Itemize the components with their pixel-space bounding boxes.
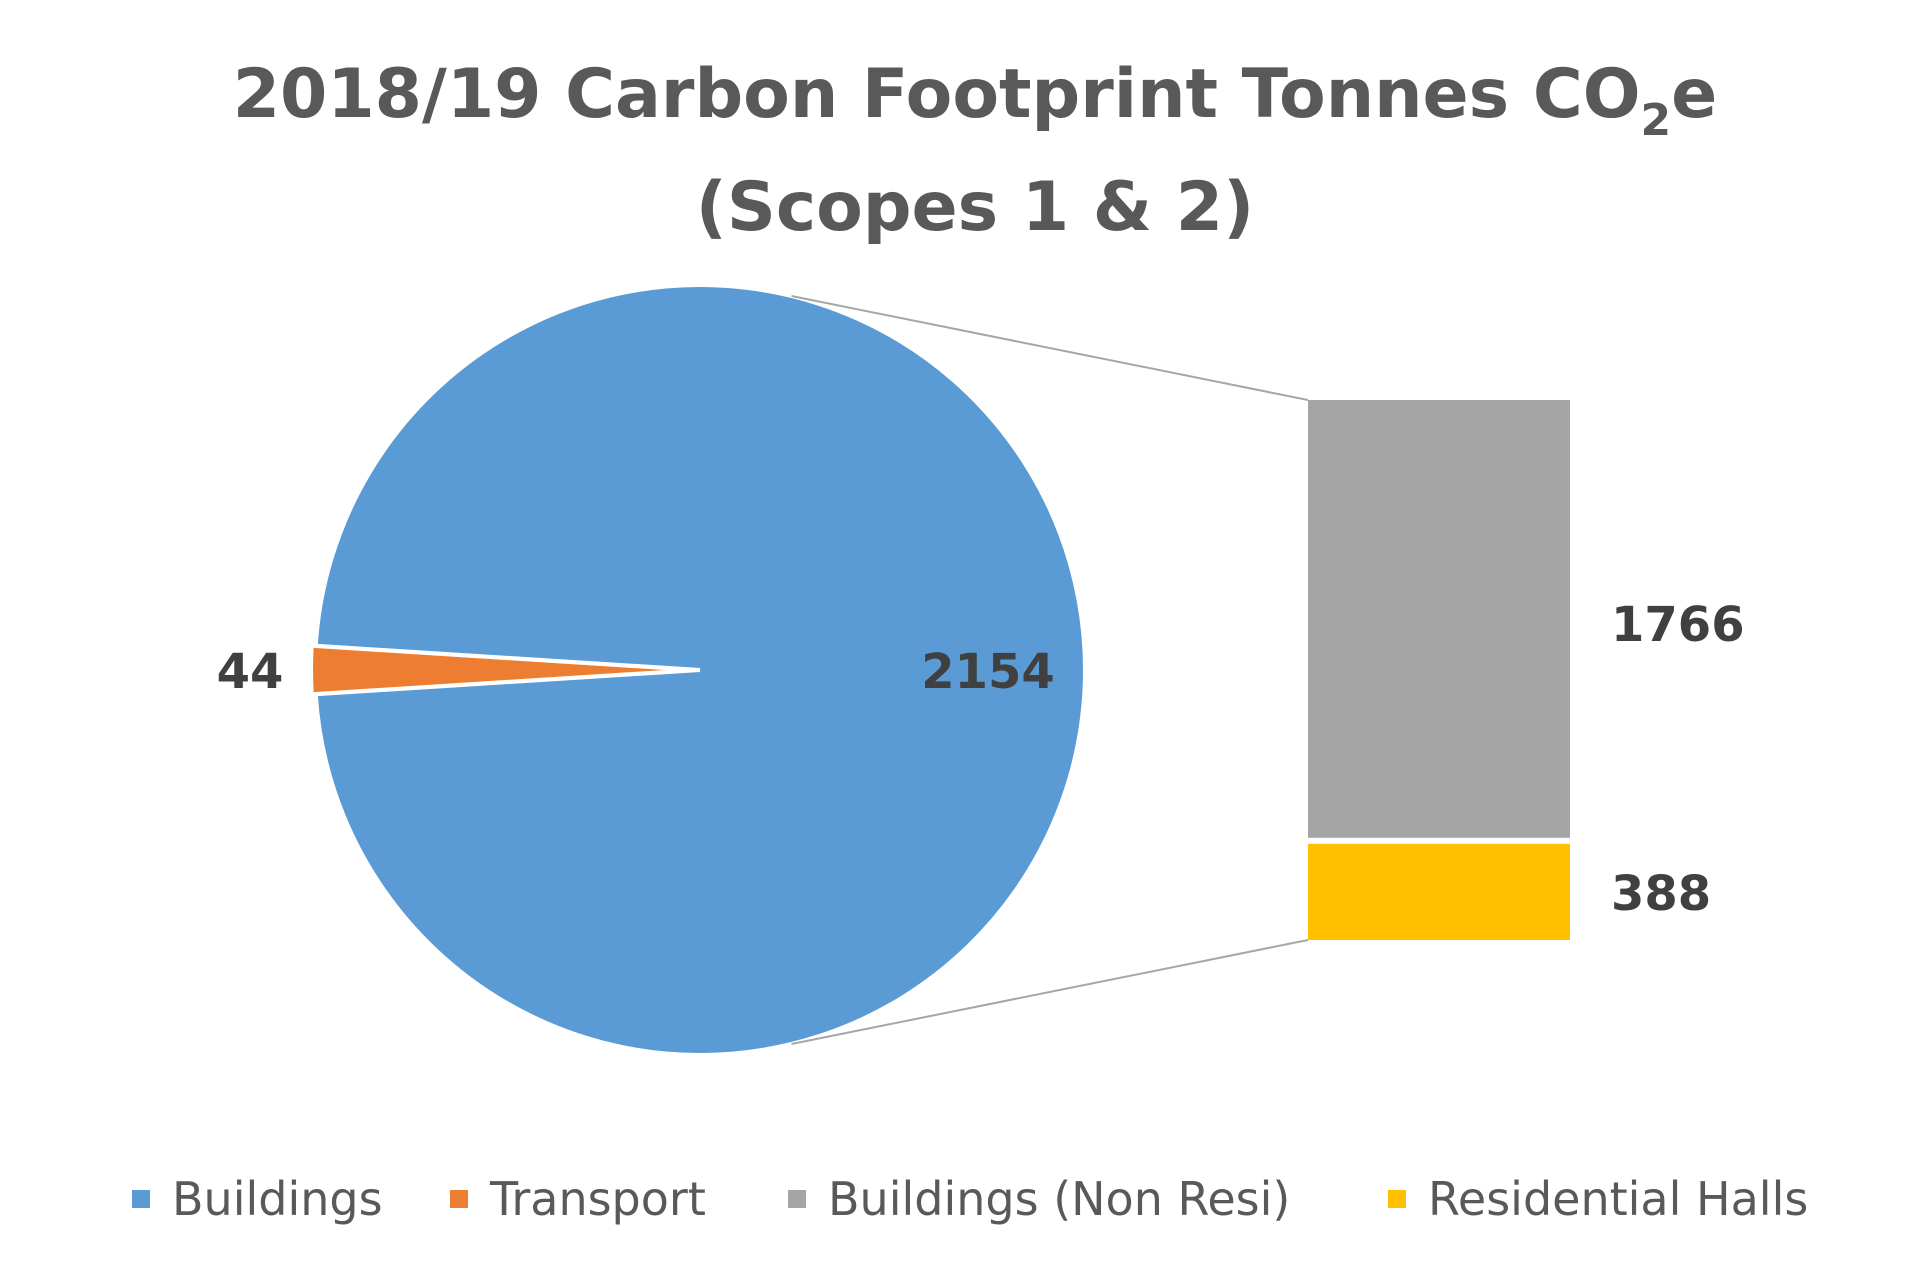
data-label-transport: 44 xyxy=(217,644,284,700)
data-label-buildings: 2154 xyxy=(921,644,1055,700)
bar-segment-residential xyxy=(1308,843,1570,940)
pie-slice-transport xyxy=(309,643,697,697)
data-label-residential: 388 xyxy=(1611,866,1711,922)
legend-label-buildings: Buildings xyxy=(172,1172,383,1226)
chart-subtitle: (Scopes 1 & 2) xyxy=(696,168,1254,247)
chart-title-subscript: 2 xyxy=(1641,95,1672,146)
pie xyxy=(309,283,1087,1057)
data-label-non-resi: 1766 xyxy=(1611,597,1745,653)
legend-label-non-resi: Buildings (Non Resi) xyxy=(828,1172,1290,1226)
connector-line-top xyxy=(791,295,1309,401)
chart-title-suffix: e xyxy=(1671,55,1717,134)
chart-title: 2018/19 Carbon Footprint Tonnes CO2e xyxy=(233,55,1718,146)
stacked-bar xyxy=(1308,400,1570,940)
legend: Buildings Transport Buildings (Non Resi)… xyxy=(132,1172,1808,1226)
pie-slice-buildings xyxy=(313,283,1087,1057)
legend-swatch-non-resi xyxy=(788,1190,806,1208)
legend-swatch-transport xyxy=(450,1190,468,1208)
legend-swatch-residential xyxy=(1388,1190,1406,1208)
legend-label-residential: Residential Halls xyxy=(1428,1172,1808,1226)
legend-swatch-buildings xyxy=(132,1190,150,1208)
legend-label-transport: Transport xyxy=(489,1172,706,1226)
connector-line-bottom xyxy=(791,939,1309,1045)
chart-title-main: 2018/19 Carbon Footprint Tonnes CO xyxy=(233,55,1641,134)
bar-segment-non-resi xyxy=(1308,400,1570,838)
